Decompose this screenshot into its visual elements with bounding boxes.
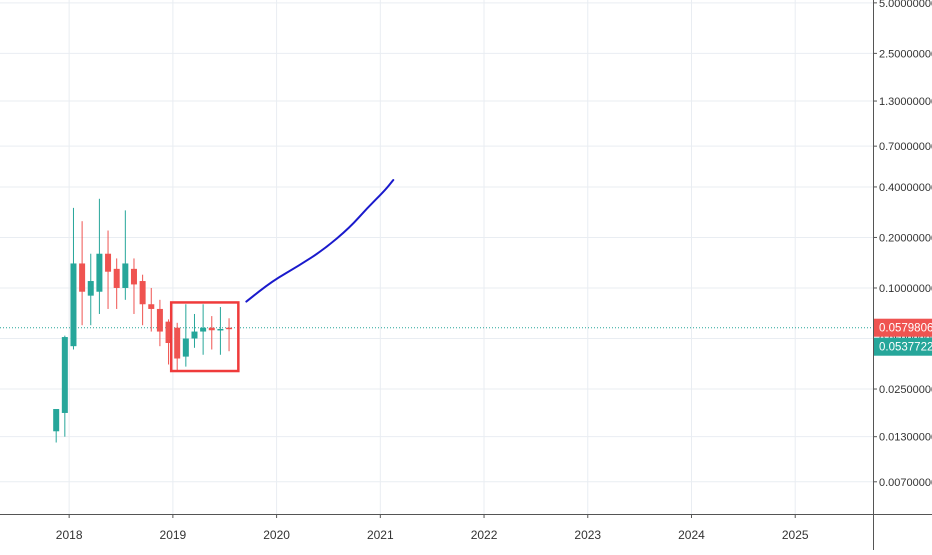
y-tick-label: 0.01300000	[879, 432, 932, 444]
candle-body	[53, 409, 60, 432]
candle-body	[200, 327, 207, 332]
candle-body	[217, 328, 224, 331]
candle-body	[174, 327, 181, 359]
candle-body	[182, 338, 189, 357]
candle-body	[79, 263, 86, 292]
secondary-price-label: 0.05377228	[874, 337, 932, 356]
candle	[208, 316, 215, 350]
y-tick-label: 5.00000000	[879, 0, 932, 10]
candle	[174, 322, 181, 372]
candle-body	[96, 253, 103, 292]
candle-body	[87, 281, 94, 296]
candles	[53, 198, 233, 443]
x-tick-label: 2021	[367, 528, 394, 542]
candle	[226, 318, 233, 352]
candle-body	[113, 268, 120, 288]
candle	[182, 304, 189, 367]
candle-body	[191, 331, 198, 339]
candle	[165, 319, 172, 365]
price-label-box	[874, 337, 932, 356]
candle	[156, 299, 163, 347]
candle	[130, 258, 137, 314]
candle	[139, 274, 146, 326]
y-tick-label: 0.10000000	[879, 283, 932, 295]
x-tick-label: 2023	[574, 528, 601, 542]
candle-body	[208, 327, 215, 331]
candle	[79, 221, 86, 326]
candle	[200, 304, 207, 355]
candle-body	[148, 304, 155, 309]
candle	[105, 230, 112, 309]
candle	[70, 207, 77, 350]
price-label-text: 0.05798061	[879, 323, 932, 335]
candle-body	[139, 281, 146, 305]
candle-body	[70, 263, 77, 347]
candle-body	[165, 321, 172, 344]
y-tick-label: 1.30000000	[879, 96, 932, 108]
candle-body	[130, 268, 137, 285]
candle	[87, 253, 94, 326]
candle-body	[156, 308, 163, 332]
candle-body	[226, 327, 233, 330]
x-tick-label: 2022	[471, 528, 498, 542]
y-tick-label: 0.70000000	[879, 141, 932, 153]
candle	[122, 210, 129, 300]
candle	[148, 287, 155, 332]
price-label-text: 0.05377228	[879, 342, 932, 354]
candle-body	[105, 253, 112, 272]
y-tick-label: 0.02500000	[879, 384, 932, 396]
x-tick-label: 2025	[782, 528, 809, 542]
candle	[217, 307, 224, 355]
candle	[191, 313, 198, 348]
y-tick-label: 0.40000000	[879, 182, 932, 194]
candle-body	[122, 263, 129, 288]
price-label-box	[874, 318, 932, 337]
projection-curve[interactable]	[245, 178, 395, 303]
y-tick-label: 2.50000000	[879, 48, 932, 60]
candle-body	[61, 337, 68, 413]
x-tick-label: 2024	[678, 528, 705, 542]
price-labels: 0.05798061 0.05377228	[874, 318, 932, 356]
y-tick-label: 0.00700000	[879, 477, 932, 489]
candle	[96, 198, 103, 314]
x-tick-label: 2018	[56, 528, 83, 542]
last-price-label: 0.05798061	[874, 318, 932, 337]
drawings	[169, 178, 395, 373]
candle	[113, 258, 120, 309]
y-tick-label: 0.20000000	[879, 232, 932, 244]
highlight-rectangle[interactable]	[169, 301, 240, 373]
candle	[53, 409, 60, 443]
x-tick-label: 2019	[160, 528, 187, 542]
candle	[61, 335, 68, 437]
x-tick-label: 2020	[263, 528, 290, 542]
grid	[0, 0, 873, 514]
